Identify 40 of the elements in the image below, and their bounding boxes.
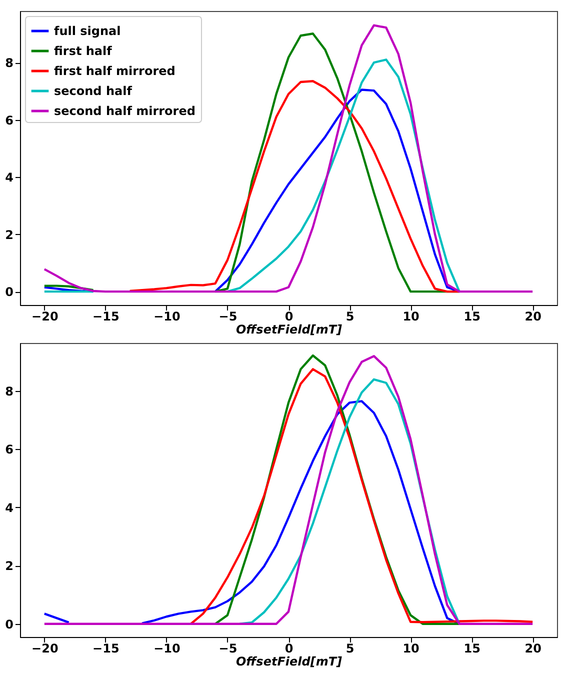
y-tick-label: 0 (5, 617, 14, 632)
x-tick-label: 5 (346, 642, 354, 656)
y-tick-label: 8 (5, 56, 14, 70)
legend-label: second half (54, 84, 133, 98)
legend-label: first half mirrored (54, 64, 176, 78)
x-tick-label: −10 (154, 310, 180, 324)
x-tick-label: 0 (284, 310, 294, 324)
x-tick-label: 20 (524, 642, 542, 656)
y-tick-label: 2 (5, 228, 14, 242)
x-tick-label: 15 (464, 310, 480, 324)
line-series (43, 24, 534, 293)
line-series (43, 355, 534, 625)
y-tick-label: 4 (5, 170, 14, 185)
y-tick-label: 2 (5, 559, 14, 574)
legend-label: second half mirrored (54, 104, 196, 118)
y-tick-label: 6 (5, 442, 14, 457)
x-tick-label: −20 (32, 310, 58, 324)
y-tick-label: 0 (5, 285, 14, 300)
x-tick-label: −15 (92, 642, 120, 656)
x-tick-label: −20 (32, 642, 58, 656)
x-tick-label: 15 (464, 642, 480, 656)
line-series (214, 354, 460, 625)
x-tick-label: −15 (92, 310, 120, 324)
line-series (238, 378, 460, 625)
legend-label: full signal (54, 24, 121, 38)
y-tick-label: 8 (5, 384, 14, 399)
x-tick-label: 10 (402, 642, 420, 656)
x-tick-label: −5 (218, 642, 238, 656)
line-series (190, 368, 534, 625)
x-tick-label: −10 (154, 642, 180, 656)
x-tick-label: 10 (402, 310, 420, 324)
x-tick-label: 20 (524, 310, 542, 324)
legend-label: first half (54, 44, 113, 58)
x-tick-label: 0 (284, 642, 294, 656)
y-tick-label: 4 (5, 500, 14, 515)
y-tick-label: 6 (5, 113, 14, 128)
x-axis-title: OffsetField[mT] (236, 322, 343, 336)
x-tick-label: −5 (218, 310, 238, 324)
x-axis-title: OffsetField[mT] (236, 654, 343, 668)
x-tick-label: 5 (346, 310, 354, 324)
